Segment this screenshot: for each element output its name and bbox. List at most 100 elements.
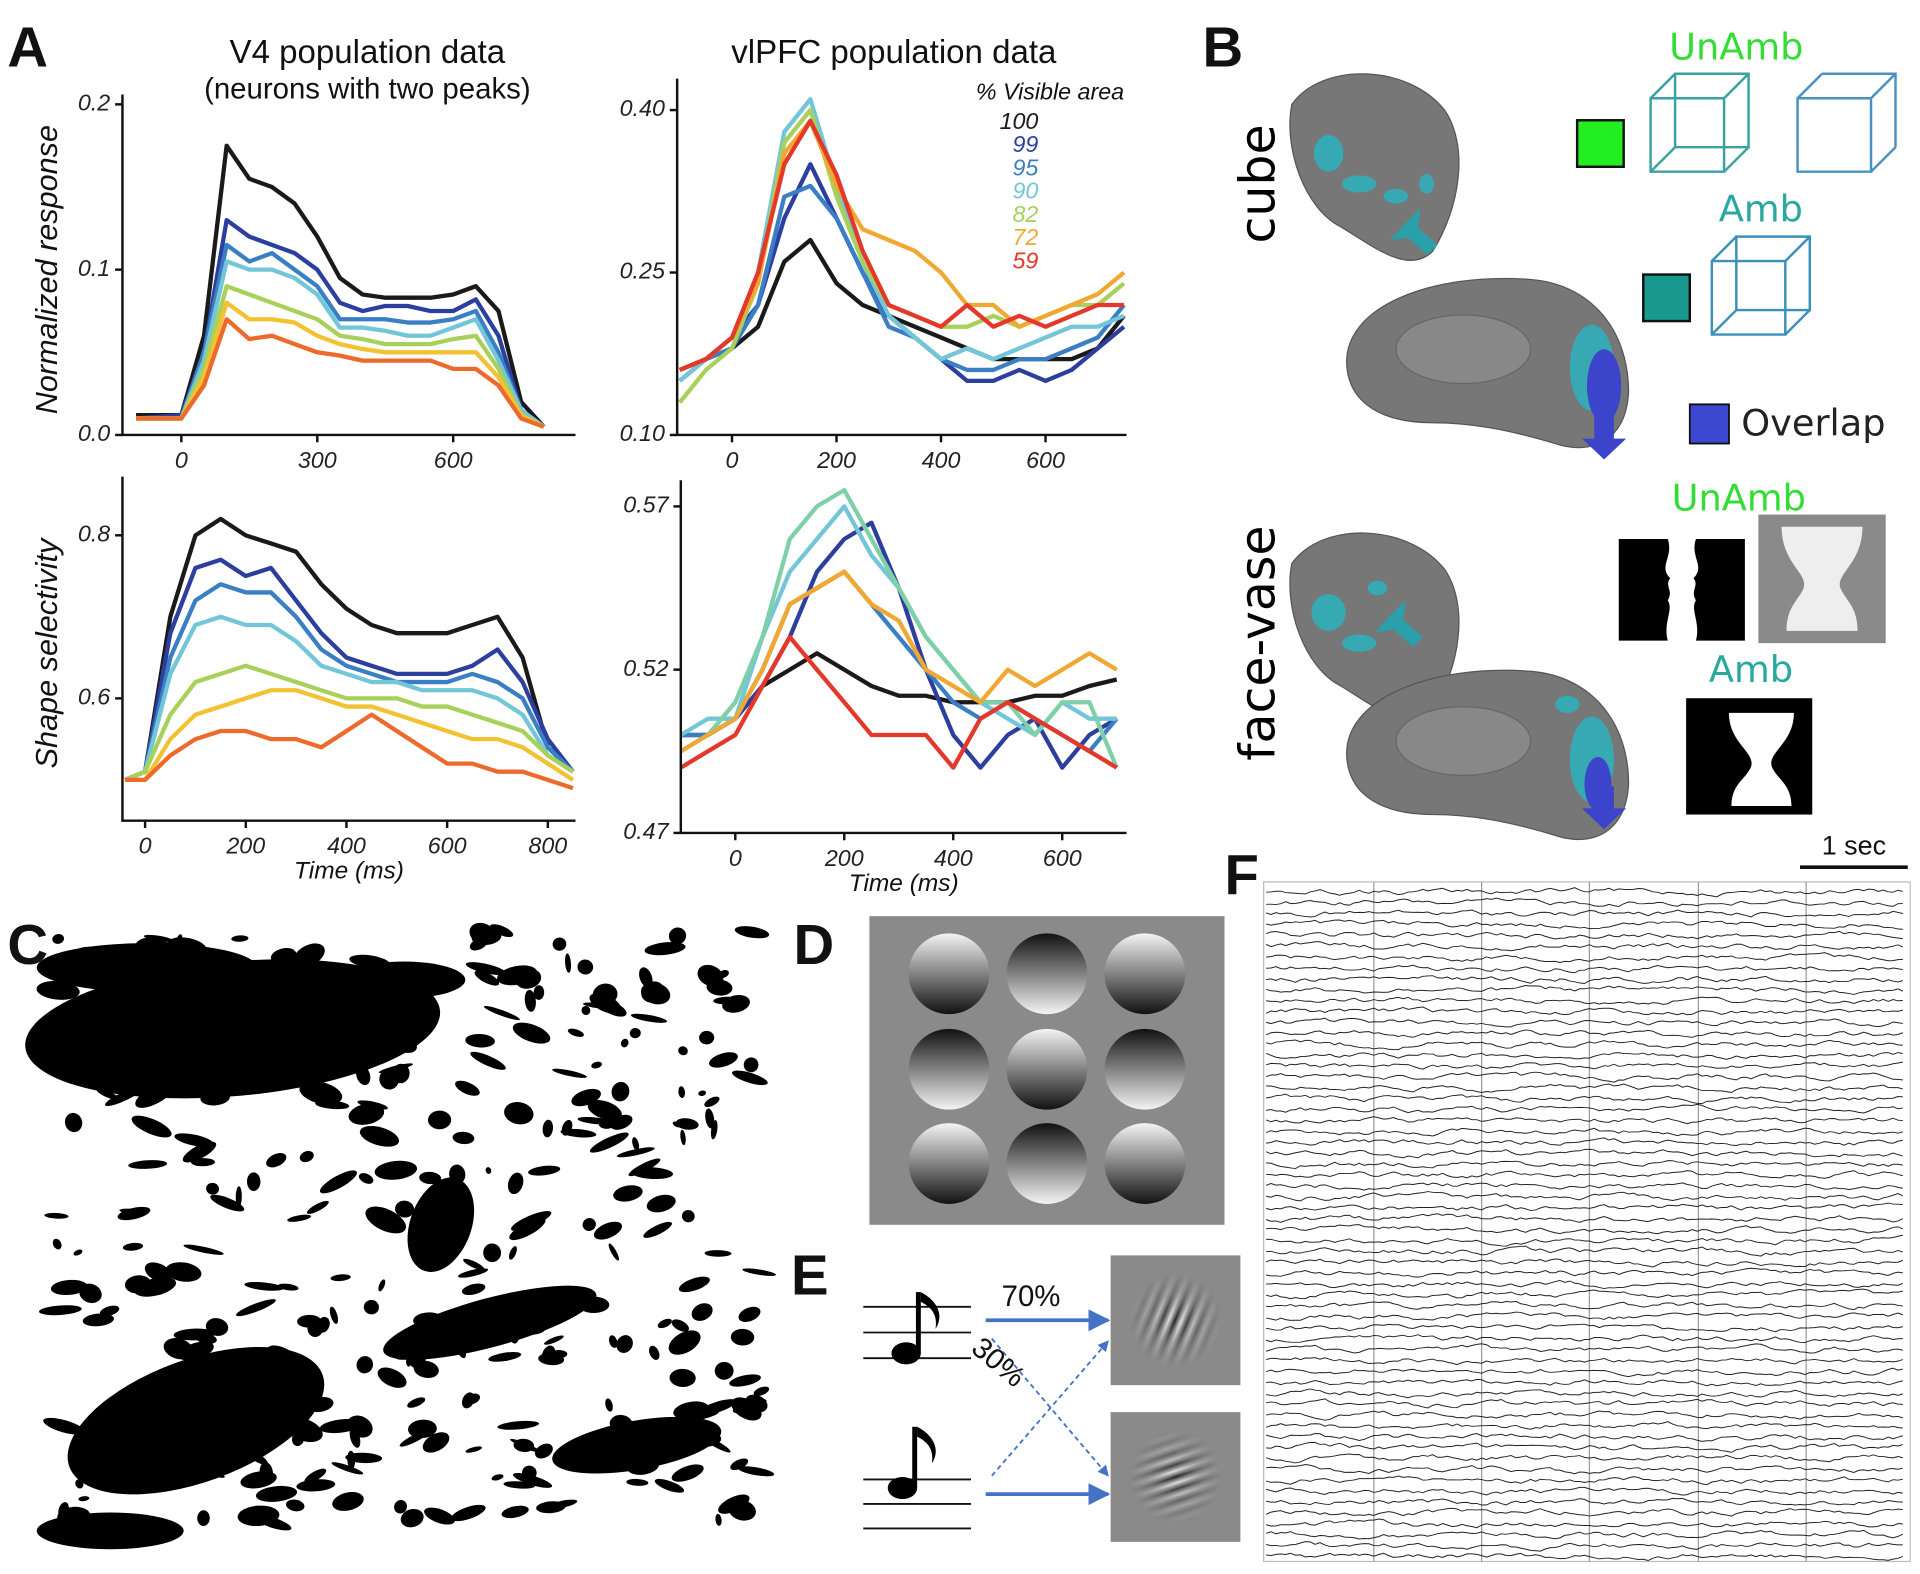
eeg-trace: [1266, 1552, 1904, 1562]
eeg-trace: [1266, 1311, 1904, 1321]
texture-blob: [513, 1438, 535, 1453]
legend-entry: 99: [1012, 131, 1038, 157]
vase: [1758, 514, 1886, 644]
ambiguous-vase: [1686, 698, 1813, 815]
y-tick-label: 0.0: [78, 420, 110, 446]
gabor: [1128, 1273, 1223, 1367]
texture-blob: [488, 1352, 522, 1362]
texture-blob: [632, 1137, 640, 1151]
y-tick-label: 0.2: [78, 89, 110, 115]
texture-blob: [98, 1476, 133, 1484]
texture-blob: [408, 1350, 426, 1369]
eeg-trace: [1266, 1039, 1903, 1051]
eeg-trace: [1265, 1343, 1903, 1354]
probability-label: 70%: [1002, 1280, 1061, 1313]
texture-blob: [211, 1408, 231, 1424]
note: [887, 1426, 936, 1500]
eeg-trace: [1266, 1357, 1904, 1366]
eeg-trace: [1265, 1453, 1903, 1464]
texture-blob: [190, 1466, 225, 1478]
texture-blob: [421, 1235, 443, 1252]
texture-blob: [630, 1013, 668, 1023]
panel-c: [25, 922, 776, 1550]
eeg-trace: [1266, 1083, 1903, 1094]
texture-blob: [678, 1046, 688, 1056]
texture-blob: [165, 1262, 202, 1282]
texture-blob: [218, 1004, 249, 1014]
texture-blob: [197, 1510, 210, 1526]
x-tick-label: 600: [434, 447, 473, 473]
x-tick-label: 400: [922, 447, 961, 473]
texture-blob: [270, 948, 297, 964]
eeg-trace: [1266, 1245, 1903, 1257]
texture-blob: [205, 1318, 229, 1336]
texture-blob: [200, 988, 235, 1005]
arrow: [991, 1340, 1109, 1477]
texture-blob: [163, 1338, 194, 1360]
texture-blob: [365, 1206, 406, 1234]
eeg-trace: [1265, 1006, 1903, 1016]
texture-blob: [394, 1499, 407, 1514]
texture-blob: [240, 1471, 277, 1489]
arrow: [1582, 416, 1627, 830]
series-line: [136, 284, 545, 429]
chart-subtitle: (neurons with two peaks): [204, 73, 531, 106]
eeg-trace: [1265, 1367, 1903, 1378]
texture-blob: [710, 1120, 718, 1140]
axis-line: [679, 480, 1127, 835]
x-tick-label: 400: [327, 833, 366, 859]
texture-blob: [533, 985, 545, 1000]
texture-blob: [422, 1432, 450, 1453]
eeg-trace: [1265, 1029, 1904, 1038]
texture-blob: [131, 1115, 172, 1138]
texture-blob: [235, 1186, 242, 1208]
legend-square: [1575, 119, 1625, 169]
texture-blob: [134, 1277, 177, 1297]
texture-blob: [317, 988, 337, 1002]
texture-blob: [457, 1268, 489, 1278]
y-tick-label: 0.40: [620, 95, 665, 121]
texture-blob: [168, 1462, 185, 1484]
texture-blob: [513, 1314, 548, 1335]
texture-blob: [673, 1401, 709, 1420]
texture-blob: [680, 1129, 686, 1146]
legend-entry: 90: [1012, 178, 1038, 204]
eeg-trace: [1266, 1410, 1904, 1421]
x-tick-label: 300: [298, 447, 337, 473]
texture-blob: [582, 1218, 596, 1231]
brain: [1289, 73, 1630, 840]
x-tick-label: 0: [139, 833, 152, 859]
texture-blob: [451, 1504, 486, 1522]
series-line: [678, 118, 1126, 372]
eeg-trace: [1266, 1160, 1903, 1170]
texture-blob: [522, 1465, 537, 1481]
eeg-trace: [1266, 1464, 1903, 1475]
texture-blob: [52, 934, 64, 944]
texture-blob: [737, 1466, 775, 1477]
x-tick-label: 600: [1026, 447, 1065, 473]
eeg-trace: [1266, 1137, 1903, 1147]
texture-blob: [512, 1472, 553, 1488]
texture-blob: [395, 1348, 402, 1356]
series-line: [678, 183, 1126, 373]
texture-blob: [678, 1276, 710, 1293]
eeg-trace: [1265, 1486, 1903, 1496]
texture-blob: [508, 1246, 517, 1260]
eeg-trace: [1266, 1224, 1904, 1235]
texture-blob: [299, 1081, 343, 1105]
legend-square: [1688, 403, 1730, 445]
texture-blob: [608, 1243, 620, 1261]
eeg-trace: [1265, 1213, 1904, 1223]
texture-blob: [643, 1221, 673, 1238]
texture-blob: [124, 974, 139, 994]
texture-blob: [491, 1474, 504, 1481]
texture-blob: [356, 1065, 371, 1086]
texture-blob: [91, 965, 100, 972]
legend-title: % Visible area: [976, 78, 1124, 104]
texture-blob: [87, 972, 115, 987]
texture-blob: [38, 1305, 82, 1316]
texture-blob: [167, 992, 194, 1006]
texture-blob: [511, 1211, 552, 1231]
eeg-trace: [1266, 1170, 1903, 1179]
arrow: [1375, 208, 1438, 647]
